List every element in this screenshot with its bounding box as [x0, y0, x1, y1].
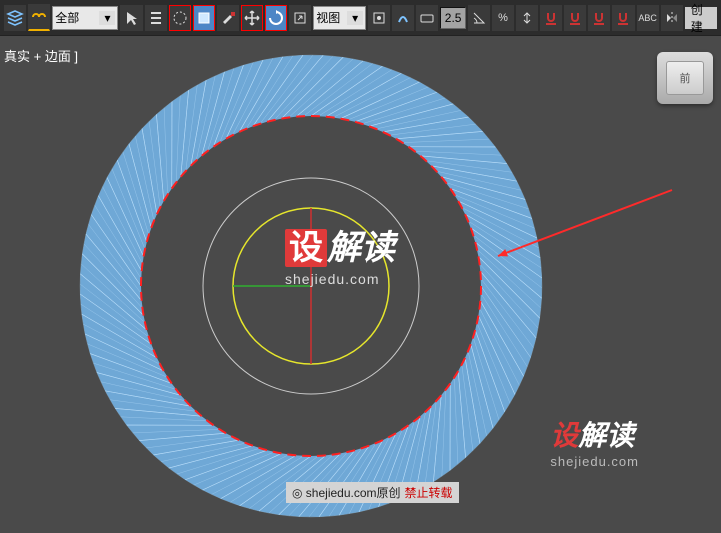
chevron-down-icon: ▾ [99, 11, 115, 25]
window-crossing-icon[interactable] [193, 5, 215, 31]
snap-toggle-2-icon[interactable] [564, 5, 586, 31]
snap-toggle-3-icon[interactable] [588, 5, 610, 31]
keyboard-shortcut-icon[interactable] [416, 5, 438, 31]
main-toolbar: 全部 ▾ 视图 ▾ 2.5 % ABC 创建 [0, 0, 721, 36]
viewcube-face-front[interactable]: 前 [666, 61, 704, 95]
snap-angle-icon[interactable] [468, 5, 490, 31]
snap-spinner-value: 2.5 [445, 11, 462, 25]
viewcube[interactable]: 前 [657, 52, 713, 104]
paint-select-icon[interactable] [217, 5, 239, 31]
scale-tool-icon[interactable] [289, 5, 311, 31]
select-name-icon[interactable] [145, 5, 167, 31]
mirror-icon[interactable] [661, 5, 683, 31]
copyright-tag: ◎ shejiedu.com原创 禁止转载 [286, 482, 459, 503]
pivot-center-icon[interactable] [368, 5, 390, 31]
selection-filter-label: 全部 [55, 9, 79, 26]
circle-region-icon[interactable] [169, 5, 191, 31]
link-icon[interactable] [28, 4, 50, 31]
chevron-down-icon: ▾ [347, 11, 363, 25]
named-selection-icon[interactable]: ABC [637, 5, 659, 31]
layers-icon[interactable] [4, 5, 26, 31]
snap-toggle-4-icon[interactable] [612, 5, 634, 31]
snap-percent-icon[interactable]: % [492, 5, 514, 31]
viewport-canvas [0, 36, 721, 533]
manipulate-icon[interactable] [392, 5, 414, 31]
ref-coord-label: 视图 [316, 9, 340, 26]
spinner-snap-icon[interactable] [516, 5, 538, 31]
create-panel-label[interactable]: 创建 [685, 7, 717, 29]
ref-coord-dropdown[interactable]: 视图 ▾ [313, 6, 366, 30]
rotate-tool-icon[interactable] [265, 5, 287, 31]
snap-spinner-input[interactable]: 2.5 [440, 7, 465, 29]
selection-filter-dropdown[interactable]: 全部 ▾ [52, 6, 118, 30]
snap-toggle-1-icon[interactable] [540, 5, 562, 31]
move-tool-icon[interactable] [241, 5, 263, 31]
select-cursor-icon[interactable] [120, 5, 142, 31]
